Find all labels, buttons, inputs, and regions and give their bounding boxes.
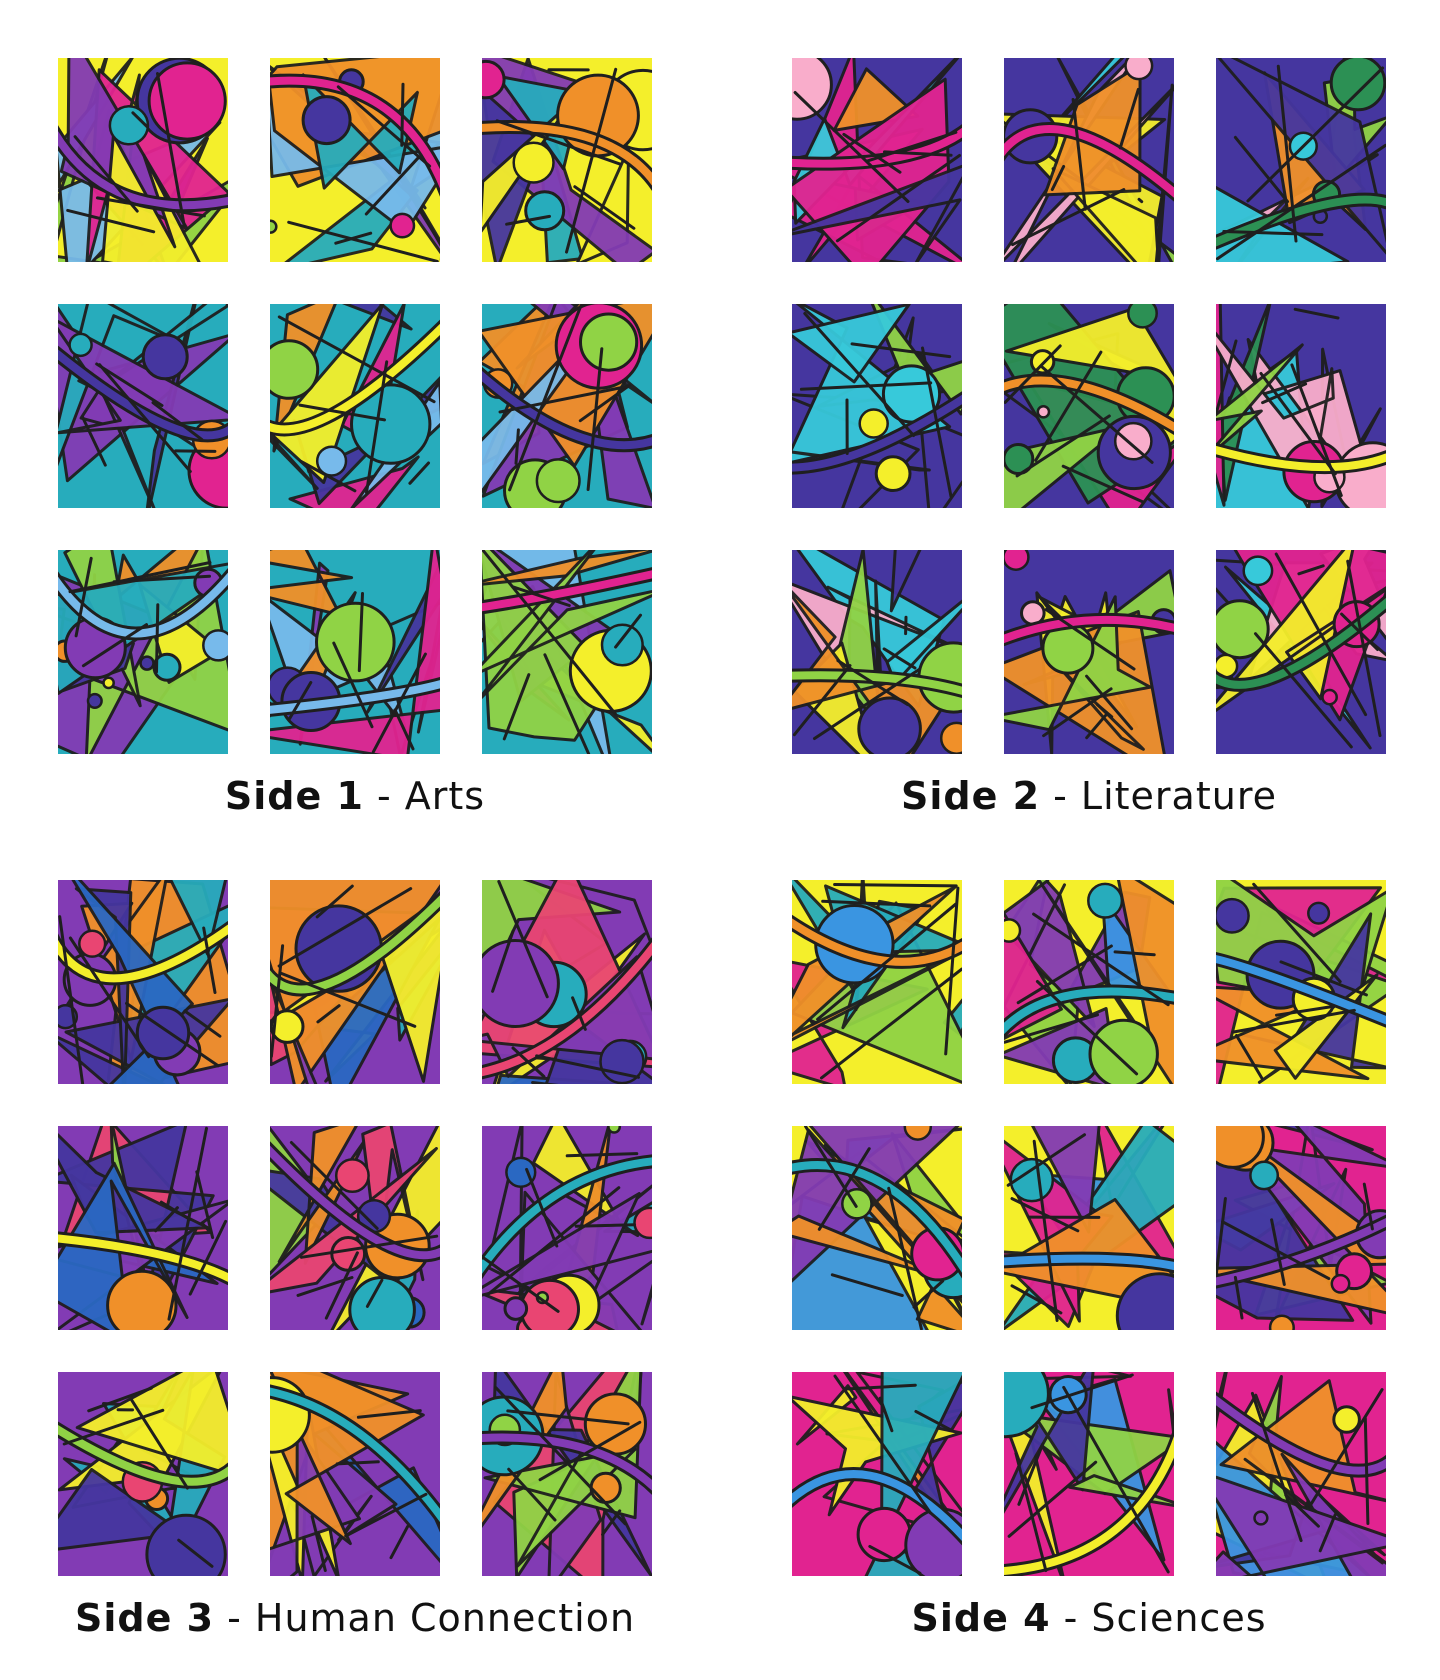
stained-glass-panel <box>482 58 652 262</box>
stained-glass-panel <box>58 1126 228 1330</box>
side-number: Side 3 <box>74 1596 215 1640</box>
stained-glass-panel <box>1216 880 1386 1084</box>
stained-glass-art <box>1004 1372 1174 1576</box>
side-theme: - Human Connection <box>214 1596 636 1640</box>
stained-glass-panel <box>58 880 228 1084</box>
stained-glass-panel <box>482 1126 652 1330</box>
stained-glass-art <box>792 304 962 508</box>
stained-glass-panel <box>482 304 652 508</box>
stained-glass-art <box>482 304 652 508</box>
stained-glass-art <box>58 1372 228 1576</box>
stained-glass-grid <box>58 880 652 1576</box>
stained-glass-panel <box>270 304 440 508</box>
side-3-section: Side 3 - Human Connection <box>58 880 678 1680</box>
stained-glass-panel <box>482 880 652 1084</box>
stained-glass-grid <box>792 58 1386 754</box>
side-1-caption: Side 1 - Arts <box>58 774 652 818</box>
stained-glass-art <box>792 1126 962 1330</box>
stained-glass-art <box>1216 1126 1386 1330</box>
stained-glass-art <box>270 550 440 754</box>
stained-glass-art <box>792 880 962 1084</box>
stained-glass-panel <box>482 1372 652 1576</box>
stained-glass-art <box>58 550 228 754</box>
stained-glass-panel <box>58 550 228 754</box>
stained-glass-panel <box>482 550 652 754</box>
stained-glass-art <box>1216 58 1386 262</box>
stained-glass-panel <box>1004 880 1174 1084</box>
stained-glass-art <box>792 58 962 262</box>
stained-glass-panel <box>1004 1126 1174 1330</box>
stained-glass-art <box>1216 304 1386 508</box>
stained-glass-panel <box>1216 304 1386 508</box>
stained-glass-art <box>58 304 228 508</box>
stained-glass-art <box>1004 58 1174 262</box>
stained-glass-art <box>792 550 962 754</box>
stained-glass-panel <box>1004 1372 1174 1576</box>
stained-glass-art <box>1004 880 1174 1084</box>
stained-glass-art <box>482 1126 652 1330</box>
stained-glass-panel <box>792 550 962 754</box>
stained-glass-art <box>270 58 440 262</box>
stained-glass-panel <box>792 58 962 262</box>
stained-glass-panel <box>1216 1372 1386 1576</box>
stained-glass-art <box>1004 304 1174 508</box>
stained-glass-panel <box>58 58 228 262</box>
stained-glass-art <box>482 58 652 262</box>
stained-glass-panel <box>270 1126 440 1330</box>
stained-glass-panel <box>270 550 440 754</box>
stained-glass-panel <box>1004 550 1174 754</box>
stained-glass-panel <box>270 58 440 262</box>
stained-glass-art <box>270 304 440 508</box>
stained-glass-art <box>58 58 228 262</box>
side-theme: - Literature <box>1040 774 1277 818</box>
stained-glass-panel <box>270 880 440 1084</box>
stained-glass-art <box>482 550 652 754</box>
stained-glass-panel <box>1004 58 1174 262</box>
stained-glass-art <box>792 1372 962 1576</box>
stained-glass-art <box>1004 1126 1174 1330</box>
stained-glass-panel <box>792 1126 962 1330</box>
stained-glass-art <box>270 1372 440 1576</box>
side-number: Side 2 <box>901 774 1041 818</box>
side-theme: - Arts <box>363 774 486 818</box>
stained-glass-panel <box>58 1372 228 1576</box>
stained-glass-art <box>1216 1372 1386 1576</box>
side-1-section: Side 1 - Arts <box>58 58 678 858</box>
side-4-section: Side 4 - Sciences <box>792 880 1412 1680</box>
stained-glass-grid <box>58 58 652 754</box>
stained-glass-art <box>482 1372 652 1576</box>
stained-glass-panel <box>58 304 228 508</box>
stained-glass-panel <box>792 304 962 508</box>
stained-glass-panel <box>1216 58 1386 262</box>
stained-glass-panel <box>1216 550 1386 754</box>
stained-glass-panel <box>792 880 962 1084</box>
stained-glass-art <box>58 1126 228 1330</box>
side-theme: - Sciences <box>1050 1596 1267 1640</box>
stained-glass-art <box>1216 550 1386 754</box>
stained-glass-panel <box>1004 304 1174 508</box>
stained-glass-art <box>270 1126 440 1330</box>
stained-glass-panel <box>792 1372 962 1576</box>
stained-glass-art <box>270 880 440 1084</box>
stained-glass-art <box>1004 550 1174 754</box>
stained-glass-art <box>58 880 228 1084</box>
side-2-caption: Side 2 - Literature <box>792 774 1386 818</box>
side-4-caption: Side 4 - Sciences <box>792 1596 1386 1640</box>
stained-glass-grid <box>792 880 1386 1576</box>
stained-glass-panel <box>1216 1126 1386 1330</box>
side-number: Side 4 <box>911 1596 1051 1640</box>
stained-glass-art <box>482 880 652 1084</box>
side-3-caption: Side 3 - Human Connection <box>58 1596 652 1640</box>
side-number: Side 1 <box>224 774 364 818</box>
stained-glass-panel <box>270 1372 440 1576</box>
stained-glass-art <box>1216 880 1386 1084</box>
side-2-section: Side 2 - Literature <box>792 58 1412 858</box>
